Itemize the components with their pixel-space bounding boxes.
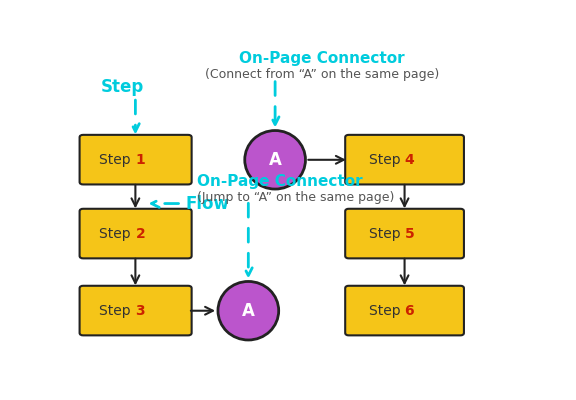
Text: Step: Step bbox=[369, 304, 404, 318]
Text: Step: Step bbox=[100, 227, 135, 241]
Text: Step: Step bbox=[369, 227, 404, 241]
Text: Step: Step bbox=[100, 304, 135, 318]
Ellipse shape bbox=[218, 282, 279, 340]
Text: 1: 1 bbox=[135, 153, 145, 167]
Text: Flow: Flow bbox=[186, 194, 230, 212]
FancyBboxPatch shape bbox=[345, 135, 464, 184]
Text: Step: Step bbox=[101, 78, 144, 96]
Ellipse shape bbox=[245, 130, 305, 189]
Text: On-Page Connector: On-Page Connector bbox=[239, 51, 405, 66]
Text: A: A bbox=[268, 151, 282, 169]
FancyBboxPatch shape bbox=[79, 286, 192, 335]
Text: 3: 3 bbox=[135, 304, 145, 318]
Text: Step: Step bbox=[100, 153, 135, 167]
FancyBboxPatch shape bbox=[79, 135, 192, 184]
Text: 5: 5 bbox=[404, 227, 414, 241]
Text: 2: 2 bbox=[135, 227, 145, 241]
Text: 4: 4 bbox=[404, 153, 414, 167]
Text: 6: 6 bbox=[404, 304, 414, 318]
FancyBboxPatch shape bbox=[345, 209, 464, 258]
Text: Step: Step bbox=[369, 153, 404, 167]
Text: (Connect from “A” on the same page): (Connect from “A” on the same page) bbox=[205, 68, 439, 81]
Text: On-Page Connector: On-Page Connector bbox=[197, 174, 363, 190]
FancyBboxPatch shape bbox=[345, 286, 464, 335]
FancyBboxPatch shape bbox=[79, 209, 192, 258]
Text: (Jump to “A” on the same page): (Jump to “A” on the same page) bbox=[197, 191, 395, 204]
Text: A: A bbox=[242, 302, 255, 320]
